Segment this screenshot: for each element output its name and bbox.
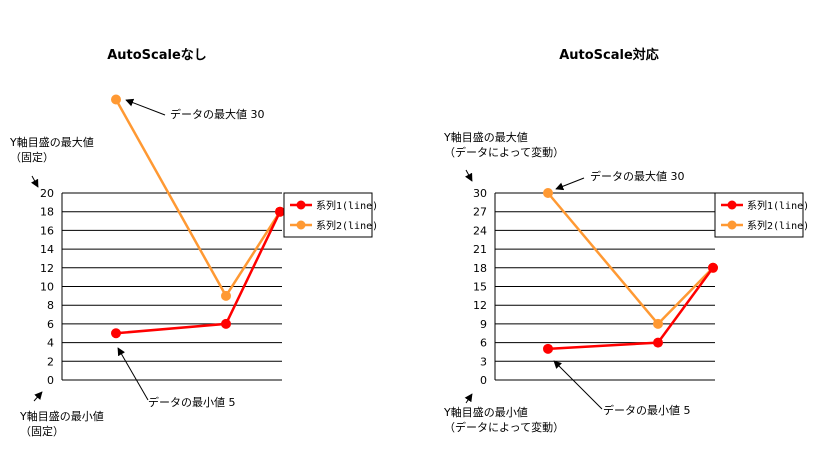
ymin-annotation: （データによって変動） [444, 420, 564, 434]
y-tick-label: 0 [47, 374, 54, 387]
data-min-annotation: データの最小値 5 [603, 403, 691, 417]
y-tick-label: 2 [47, 355, 54, 368]
ymax-arrow [465, 169, 473, 182]
series-1-point [708, 262, 718, 273]
y-tick-label: 20 [40, 187, 54, 200]
data-max-arrow [555, 177, 585, 191]
series-1-point [543, 343, 553, 354]
series-line-1 [547, 267, 715, 351]
y-tick-label: 9 [480, 318, 487, 331]
ymin-annotation: Y軸目盛の最小値 [19, 409, 104, 423]
data-min-arrow [553, 360, 603, 410]
y-tick-label: 6 [47, 318, 54, 331]
y-tick-label: 8 [47, 299, 54, 312]
y-tick-label: 4 [47, 337, 54, 350]
legend-box [283, 192, 373, 238]
legend-label: 系列1(line) [747, 199, 809, 212]
y-tick-label: 16 [40, 224, 54, 237]
series-2-point [543, 188, 553, 198]
legend-swatch-marker [727, 220, 737, 230]
ymin-arrow [464, 393, 473, 404]
series-1-point [275, 206, 285, 217]
data-min-arrow [117, 347, 149, 401]
y-tick-label: 15 [473, 281, 487, 294]
series-line-2 [547, 192, 714, 326]
legend-label: 系列2(line) [747, 219, 809, 232]
series-2-point [111, 94, 121, 105]
data-min-annotation: データの最小値 5 [148, 395, 236, 409]
y-tick-label: 10 [40, 281, 54, 294]
y-tick-label: 21 [473, 243, 487, 256]
series-1-point [221, 318, 231, 329]
chart-2: AutoScale対応036912151821242730系列1(line)系列… [443, 47, 809, 434]
data-max-annotation: データの最大値 30 [170, 107, 265, 121]
ymax-annotation: Y軸目盛の最大値 [9, 135, 94, 149]
y-tick-label: 12 [40, 262, 54, 275]
data-max-annotation: データの最大値 30 [590, 169, 685, 183]
series-2-point [653, 318, 663, 329]
y-tick-label: 24 [473, 224, 487, 237]
chart-1: AutoScaleなし 0 2 4 6 8 10 12 14 16 18 20 系列1(line) 系列2… [9, 48, 378, 438]
legend-label: 系列2(line) [316, 219, 378, 232]
ymax-arrow [31, 175, 39, 188]
y-tick-label: 18 [40, 206, 54, 219]
legend: 系列1(line) 系列2(line) [283, 192, 378, 238]
y-tick-label: 3 [480, 355, 487, 368]
series-line-2 [114, 98, 282, 298]
ymin-annotation: （固定） [20, 424, 64, 438]
y-tick-label: 27 [473, 206, 487, 219]
y-tick-label: 18 [473, 262, 487, 275]
y-tick-label: 0 [480, 374, 487, 387]
y-tick-label: 6 [480, 337, 487, 350]
legend-swatch-marker [296, 220, 306, 230]
y-tick-label: 14 [40, 243, 54, 256]
legend-swatch-marker [296, 200, 306, 210]
legend-box [714, 192, 804, 238]
ymax-annotation: Y軸目盛の最大値 [443, 130, 528, 144]
legend-swatch-marker [727, 200, 737, 210]
chart-title: AutoScaleなし [107, 48, 207, 63]
series-1-point [111, 328, 121, 339]
data-max-arrow [125, 98, 166, 116]
chart-title: AutoScale対応 [559, 47, 659, 63]
ymax-annotation: （固定） [10, 150, 54, 164]
series-2-point [221, 290, 231, 301]
ymax-annotation: （データによって変動） [444, 145, 564, 159]
ymin-arrow [33, 391, 43, 402]
legend: 系列1(line) 系列2(line) [714, 192, 809, 238]
y-tick-label: 30 [473, 187, 487, 200]
ymin-annotation: Y軸目盛の最小値 [443, 405, 528, 419]
y-tick-label: 12 [473, 299, 487, 312]
series-1-point [653, 337, 663, 348]
legend-label: 系列1(line) [316, 199, 378, 212]
